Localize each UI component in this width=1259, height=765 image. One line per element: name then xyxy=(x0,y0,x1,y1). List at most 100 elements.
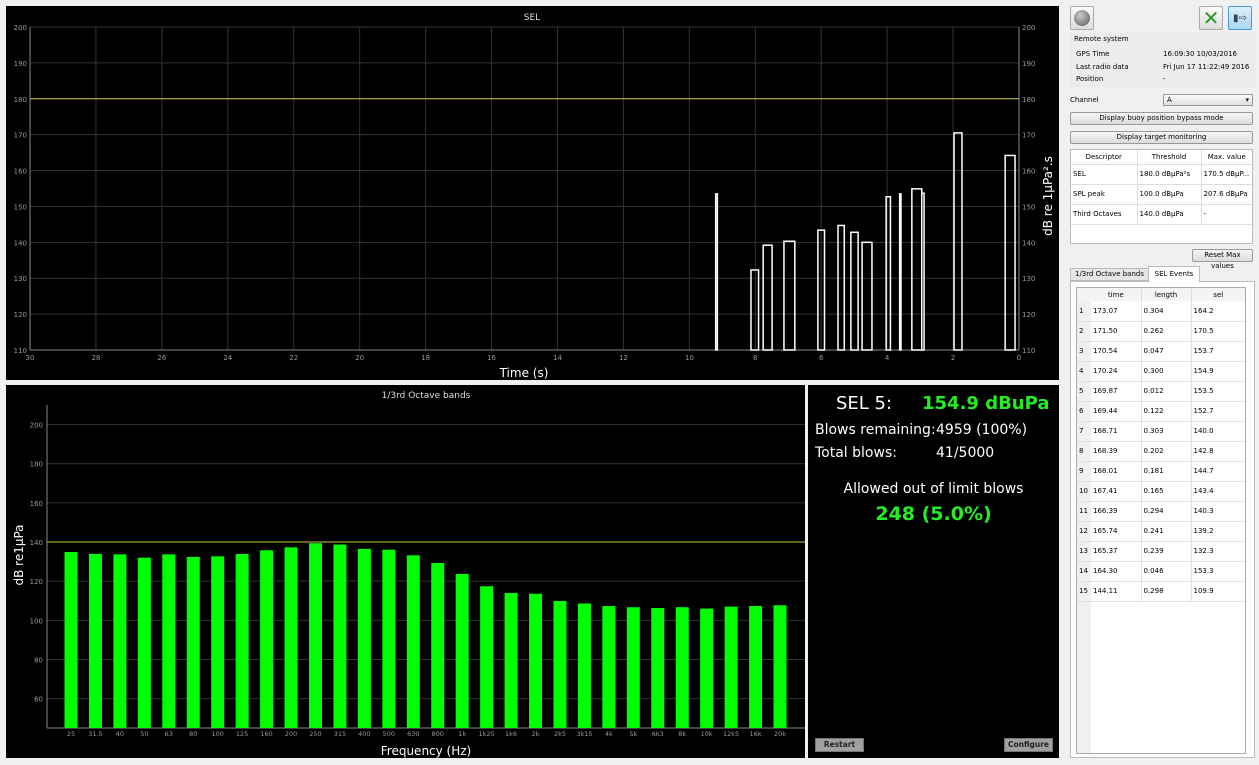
y-tick-label-right: 170 xyxy=(1022,132,1035,140)
octave-chart: 60 80 100 120 140 160 180 200 25 31.5 40 50 63 80 100 1… xyxy=(12,391,805,758)
sel-event-row[interactable]: 10 167.41 0.165 143.4 xyxy=(1077,481,1245,501)
sel-bar xyxy=(861,241,873,351)
octave-bar xyxy=(235,553,249,728)
close-x-icon: ✕ xyxy=(1202,6,1220,30)
x-axis-label: Frequency (Hz) xyxy=(381,744,472,758)
display-target-button[interactable]: Display target monitoring xyxy=(1070,131,1253,144)
event-sel: 139.2 xyxy=(1193,527,1214,535)
x-tick-label: 25 xyxy=(67,730,75,738)
sel-bar xyxy=(837,224,846,351)
sel-event-row[interactable]: 11 166.39 0.294 140.3 xyxy=(1077,501,1245,521)
position-value: - xyxy=(1163,75,1166,83)
right-sidebar: ✕ ▮⇨ Remote system GPS Time 16:09:30 10/… xyxy=(1062,0,1259,765)
y-tick-label: 160 xyxy=(30,500,43,508)
cell: 140.0 dBµPa xyxy=(1137,204,1202,224)
tab-sel-events[interactable]: SEL Events xyxy=(1148,266,1200,282)
y-tick-label-right: 110 xyxy=(1022,347,1035,355)
exit-button[interactable]: ▮⇨ xyxy=(1228,6,1252,30)
event-sel: 153.3 xyxy=(1193,567,1214,575)
octave-chart-panel: 60 80 100 120 140 160 180 200 25 31.5 40 50 63 80 100 1… xyxy=(6,385,805,758)
octave-bar xyxy=(113,554,127,728)
sel-event-row[interactable]: 5 169.87 0.012 153.5 xyxy=(1077,381,1245,401)
tab-octave-bands[interactable]: 1/3rd Octave bands xyxy=(1070,268,1149,281)
cell: Third Octaves xyxy=(1071,204,1138,224)
sel-event-row[interactable]: 9 168.01 0.181 144.7 xyxy=(1077,461,1245,481)
event-time: 168.39 xyxy=(1091,441,1142,461)
event-length: 0.303 xyxy=(1141,421,1192,441)
event-length: 0.298 xyxy=(1141,581,1192,601)
descriptor-row[interactable]: SPL peak 100.0 dBµPa 207.6 dBµPa xyxy=(1071,184,1252,204)
sel-info-panel: SEL 5: 154.9 dBuPa Blows remaining: 4959… xyxy=(808,385,1059,758)
chart-title: SEL xyxy=(524,13,540,23)
event-length: 0.181 xyxy=(1141,461,1192,481)
display-bypass-button[interactable]: Display buoy position bypass mode xyxy=(1070,112,1253,125)
sel-event-row[interactable]: 1 173.07 0.304 164.2 xyxy=(1077,301,1245,321)
y-tick-label: 80 xyxy=(34,656,43,664)
gps-time-value: 16:09:30 10/03/2016 xyxy=(1163,50,1238,58)
x-tick-label: 22 xyxy=(289,354,298,362)
sel-bar xyxy=(714,193,719,351)
sel-bar xyxy=(783,240,796,351)
sel-value: 154.9 dBuPa xyxy=(922,393,1050,414)
y-tick-label: 120 xyxy=(14,311,27,319)
y-tick-label: 150 xyxy=(14,203,27,211)
row-number: 15 xyxy=(1079,587,1088,595)
octave-bar xyxy=(406,555,420,728)
reset-max-button[interactable]: Reset Max values xyxy=(1192,249,1253,270)
event-sel: 152.7 xyxy=(1193,407,1214,415)
channel-select[interactable]: A ▾ xyxy=(1163,94,1253,106)
configure-button[interactable]: Configure xyxy=(1004,738,1053,752)
sel-event-row[interactable]: 14 164.30 0.046 153.3 xyxy=(1077,561,1245,581)
sel-event-row[interactable]: 6 169.44 0.122 152.7 xyxy=(1077,401,1245,421)
y-tick-label: 120 xyxy=(30,578,43,586)
cell: 180.0 dBµPa²s xyxy=(1137,164,1202,184)
octave-bar xyxy=(162,554,176,728)
sel-event-row[interactable]: 7 168.71 0.303 140.0 xyxy=(1077,421,1245,441)
sel-event-row[interactable]: 13 165.37 0.239 132.3 xyxy=(1077,541,1245,561)
sel-bar xyxy=(953,132,963,351)
event-sel: 153.7 xyxy=(1193,347,1214,355)
sel-bar xyxy=(762,244,773,351)
sel-event-row[interactable]: 4 170.24 0.300 154.9 xyxy=(1077,361,1245,381)
event-sel: 140.3 xyxy=(1193,507,1214,515)
sel-bar xyxy=(817,229,826,351)
x-tick-label: 6k3 xyxy=(652,730,664,738)
y-tick-label: 180 xyxy=(30,461,43,469)
x-tick-label: 31.5 xyxy=(88,730,102,738)
chart-title: 1/3rd Octave bands xyxy=(382,391,471,401)
blows-remaining-label: Blows remaining: xyxy=(815,422,936,438)
row-number: 14 xyxy=(1079,567,1088,575)
octave-bar xyxy=(724,606,738,728)
remote-system-title: Remote system xyxy=(1074,35,1129,43)
last-radio-label: Last radio data xyxy=(1076,63,1129,71)
octave-bar xyxy=(749,606,763,728)
event-sel: 142.8 xyxy=(1193,447,1214,455)
event-sel: 170.5 xyxy=(1193,327,1214,335)
cell: SEL xyxy=(1071,164,1138,184)
globe-button[interactable] xyxy=(1070,6,1094,30)
sel-event-row[interactable]: 3 170.54 0.047 153.7 xyxy=(1077,341,1245,361)
total-blows-value: 41/5000 xyxy=(936,445,995,461)
x-tick-label: 16 xyxy=(487,354,496,362)
x-tick-label: 12 xyxy=(619,354,628,362)
descriptor-row[interactable]: Third Octaves 140.0 dBµPa - xyxy=(1071,204,1252,224)
sel-event-row[interactable]: 15 144.11 0.298 109.9 xyxy=(1077,581,1245,601)
row-number: 8 xyxy=(1079,447,1084,455)
descriptor-row[interactable]: SEL 180.0 dBµPa²s 170.5 dBµP... xyxy=(1071,164,1252,184)
sel-event-row[interactable]: 8 168.39 0.202 142.8 xyxy=(1077,441,1245,461)
restart-button[interactable]: Restart xyxy=(815,738,864,752)
x-tick-label: 5k xyxy=(629,730,637,738)
x-tick-label: 4 xyxy=(885,354,890,362)
octave-bar xyxy=(431,562,445,728)
sel-event-row[interactable]: 2 171.50 0.262 170.5 xyxy=(1077,321,1245,341)
event-time: 164.30 xyxy=(1091,561,1142,581)
octave-bar xyxy=(651,608,665,728)
octave-bar xyxy=(357,548,371,728)
sel-event-row[interactable]: 12 165.74 0.241 139.2 xyxy=(1077,521,1245,541)
event-length: 0.202 xyxy=(1141,441,1192,461)
event-length: 0.239 xyxy=(1141,541,1192,561)
x-tick-label: 8 xyxy=(753,354,757,362)
x-tick-label: 20k xyxy=(774,730,786,738)
y-tick-label-right: 200 xyxy=(1022,24,1035,32)
close-button[interactable]: ✕ xyxy=(1199,6,1223,30)
